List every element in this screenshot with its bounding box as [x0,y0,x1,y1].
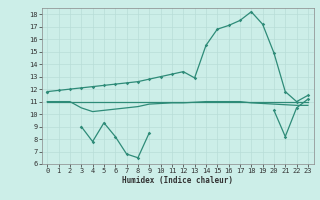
X-axis label: Humidex (Indice chaleur): Humidex (Indice chaleur) [122,176,233,185]
